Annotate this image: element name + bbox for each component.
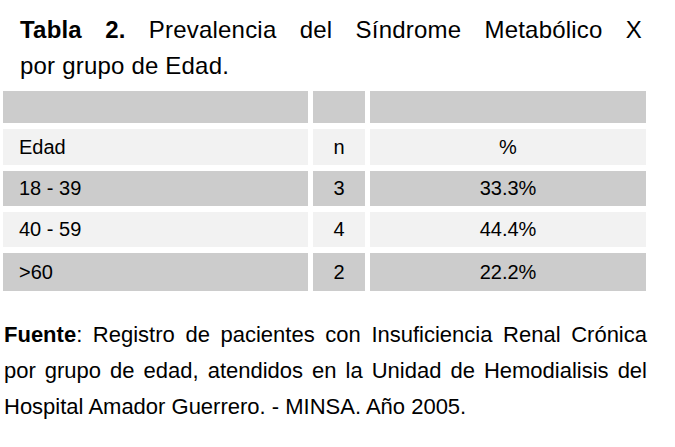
table-cell-edad: 40 - 59 xyxy=(3,212,308,247)
page: Tabla 2. Prevalencia del Síndrome Metabó… xyxy=(0,12,675,447)
table-title-label: Tabla 2. xyxy=(20,16,126,43)
source-note-text: : Registro de pacientes con Insuficienci… xyxy=(76,322,647,347)
column-header-edad: Edad xyxy=(3,129,308,165)
table-title-line1: Tabla 2. Prevalencia del Síndrome Metabó… xyxy=(20,12,642,48)
table-cell-n: 2 xyxy=(313,253,365,291)
table-cell-edad: >60 xyxy=(3,253,308,291)
table-cell-pct: 33.3% xyxy=(370,171,646,206)
table-title-line2: por grupo de Edad. xyxy=(20,48,642,84)
table-title: Tabla 2. Prevalencia del Síndrome Metabó… xyxy=(20,12,642,84)
source-label: Fuente xyxy=(4,322,76,347)
table-cell-pct: 22.2% xyxy=(370,253,646,291)
table-cell-pct: 44.4% xyxy=(370,212,646,247)
source-note-line1: Fuente: Registro de pacientes con Insufi… xyxy=(4,317,647,353)
column-header-pct: % xyxy=(370,129,646,165)
table-cell-n: 3 xyxy=(313,171,365,206)
table-spacer-cell xyxy=(313,91,365,123)
source-note-line2: por grupo de edad, atendidos en la Unida… xyxy=(4,353,647,389)
column-header-n: n xyxy=(313,129,365,165)
prevalence-table: Edad n % 18 - 39 3 33.3% 40 - 59 4 44.4%… xyxy=(3,91,646,291)
table-spacer-cell xyxy=(3,91,308,123)
source-note-line3: Hospital Amador Guerrero. - MINSA. Año 2… xyxy=(4,389,647,425)
table-cell-n: 4 xyxy=(313,212,365,247)
source-note: Fuente: Registro de pacientes con Insufi… xyxy=(4,317,647,425)
table-title-text: Prevalencia del Síndrome Metabólico X xyxy=(126,16,642,43)
table-cell-edad: 18 - 39 xyxy=(3,171,308,206)
table-spacer-cell xyxy=(370,91,646,123)
